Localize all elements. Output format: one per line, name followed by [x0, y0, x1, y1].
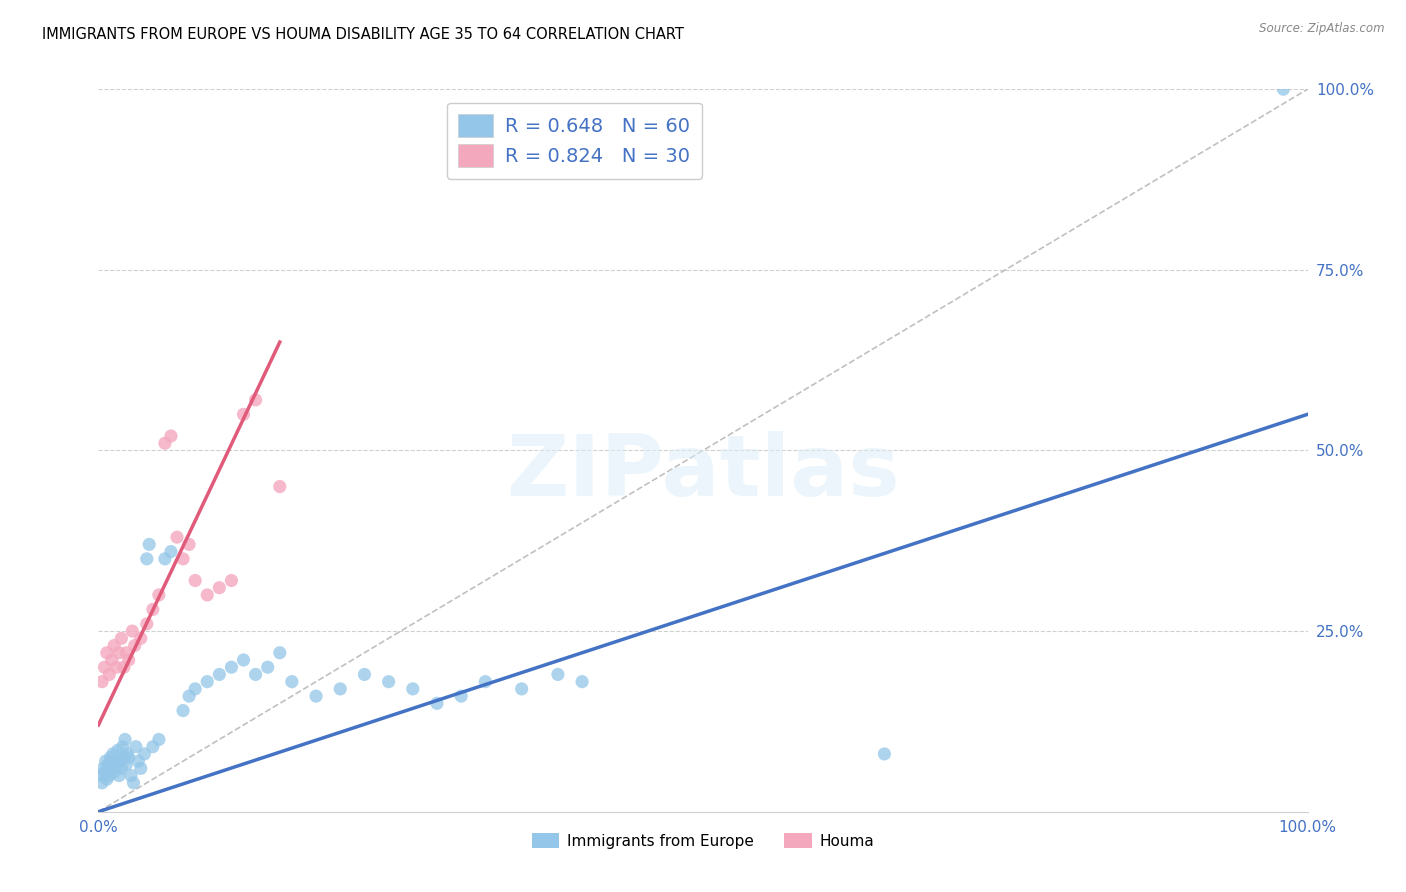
Point	[195, 674, 218, 689]
Point	[100, 653, 122, 667]
Point	[115, 646, 138, 660]
Point	[142, 739, 165, 754]
Point	[98, 769, 121, 783]
Point	[91, 776, 114, 790]
Point	[547, 667, 569, 681]
Point	[208, 667, 231, 681]
Point	[125, 739, 148, 754]
Point	[103, 764, 125, 779]
Point	[110, 632, 132, 646]
Point	[166, 530, 188, 544]
Point	[118, 750, 141, 764]
Point	[134, 747, 156, 761]
Point	[105, 757, 128, 772]
Point	[873, 747, 896, 761]
Point	[112, 750, 135, 764]
Point	[93, 660, 115, 674]
Point	[115, 757, 138, 772]
Point	[105, 660, 128, 674]
Point	[112, 660, 135, 674]
Point	[111, 739, 134, 754]
Point	[135, 551, 157, 566]
Point	[148, 588, 170, 602]
Point	[179, 689, 201, 703]
Text: IMMIGRANTS FROM EUROPE VS HOUMA DISABILITY AGE 35 TO 64 CORRELATION CHART: IMMIGRANTS FROM EUROPE VS HOUMA DISABILI…	[42, 27, 685, 42]
Point	[153, 551, 176, 566]
Point	[91, 761, 114, 775]
Point	[97, 757, 120, 772]
Point	[108, 769, 131, 783]
Point	[232, 653, 254, 667]
Point	[100, 750, 122, 764]
Text: Source: ZipAtlas.com: Source: ZipAtlas.com	[1260, 22, 1385, 36]
Point	[107, 743, 129, 757]
Point	[98, 667, 121, 681]
Point	[96, 646, 118, 660]
Point	[138, 537, 160, 551]
Point	[91, 674, 114, 689]
Point	[184, 574, 207, 588]
Point	[221, 660, 243, 674]
Legend: Immigrants from Europe, Houma: Immigrants from Europe, Houma	[526, 827, 880, 855]
Point	[117, 747, 139, 761]
Point	[127, 754, 149, 768]
Point	[256, 660, 278, 674]
Point	[122, 776, 145, 790]
Point	[450, 689, 472, 703]
Point	[474, 674, 496, 689]
Text: ZIPatlas: ZIPatlas	[506, 431, 900, 514]
Point	[153, 436, 176, 450]
Point	[172, 551, 194, 566]
Point	[1272, 82, 1295, 96]
Point	[208, 581, 231, 595]
Point	[101, 747, 124, 761]
Point	[269, 646, 291, 660]
Point	[426, 696, 449, 710]
Point	[129, 632, 152, 646]
Point	[232, 407, 254, 421]
Point	[329, 681, 352, 696]
Point	[118, 653, 141, 667]
Point	[245, 667, 267, 681]
Point	[269, 480, 291, 494]
Point	[172, 704, 194, 718]
Point	[96, 772, 118, 787]
Point	[571, 674, 593, 689]
Point	[108, 646, 131, 660]
Point	[184, 681, 207, 696]
Point	[305, 689, 328, 703]
Point	[120, 769, 142, 783]
Point	[221, 574, 243, 588]
Point	[103, 639, 125, 653]
Point	[114, 732, 136, 747]
Point	[148, 732, 170, 747]
Point	[104, 754, 127, 768]
Point	[93, 764, 115, 779]
Point	[353, 667, 375, 681]
Point	[100, 761, 122, 775]
Point	[142, 602, 165, 616]
Point	[281, 674, 304, 689]
Point	[179, 537, 201, 551]
Point	[124, 639, 146, 653]
Point	[94, 754, 117, 768]
Point	[135, 616, 157, 631]
Point	[510, 681, 533, 696]
Point	[121, 624, 143, 639]
Point	[160, 429, 183, 443]
Point	[110, 761, 132, 775]
Point	[129, 761, 152, 775]
Point	[402, 681, 425, 696]
Point	[160, 544, 183, 558]
Point	[108, 754, 131, 768]
Point	[195, 588, 218, 602]
Point	[245, 392, 267, 407]
Point	[377, 674, 399, 689]
Point	[90, 769, 112, 783]
